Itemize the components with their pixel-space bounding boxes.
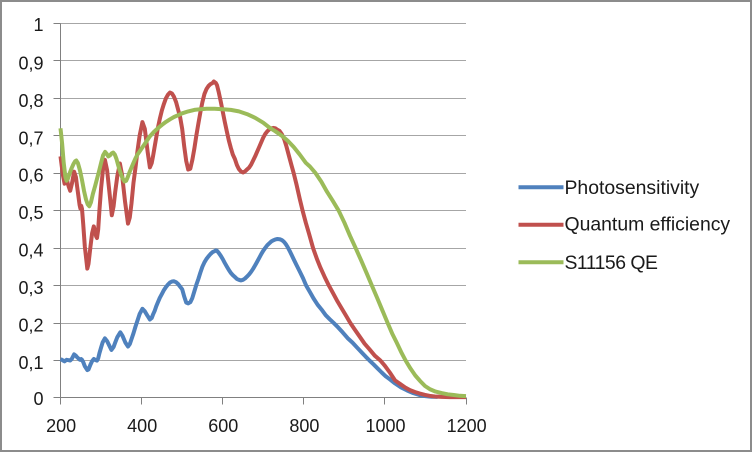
svg-text:0,4: 0,4 (18, 241, 43, 261)
svg-text:S11156 QE: S11156 QE (565, 252, 658, 274)
svg-text:0,8: 0,8 (18, 91, 43, 111)
svg-text:1000: 1000 (365, 416, 405, 436)
svg-text:Photosensitivity: Photosensitivity (565, 177, 700, 199)
svg-text:0,9: 0,9 (18, 53, 43, 73)
svg-text:0: 0 (33, 389, 43, 409)
svg-text:0,7: 0,7 (18, 128, 43, 148)
svg-text:0,6: 0,6 (18, 166, 43, 186)
svg-text:0,2: 0,2 (18, 316, 43, 336)
svg-text:0,3: 0,3 (18, 278, 43, 298)
svg-text:400: 400 (127, 416, 157, 436)
svg-text:0,1: 0,1 (18, 353, 43, 373)
svg-text:800: 800 (289, 416, 319, 436)
svg-text:600: 600 (208, 416, 238, 436)
svg-text:1: 1 (33, 15, 43, 35)
svg-text:0,5: 0,5 (18, 203, 43, 223)
svg-text:Quantum efficiency: Quantum efficiency (565, 214, 731, 236)
svg-text:200: 200 (46, 416, 76, 436)
svg-text:1200: 1200 (447, 416, 487, 436)
